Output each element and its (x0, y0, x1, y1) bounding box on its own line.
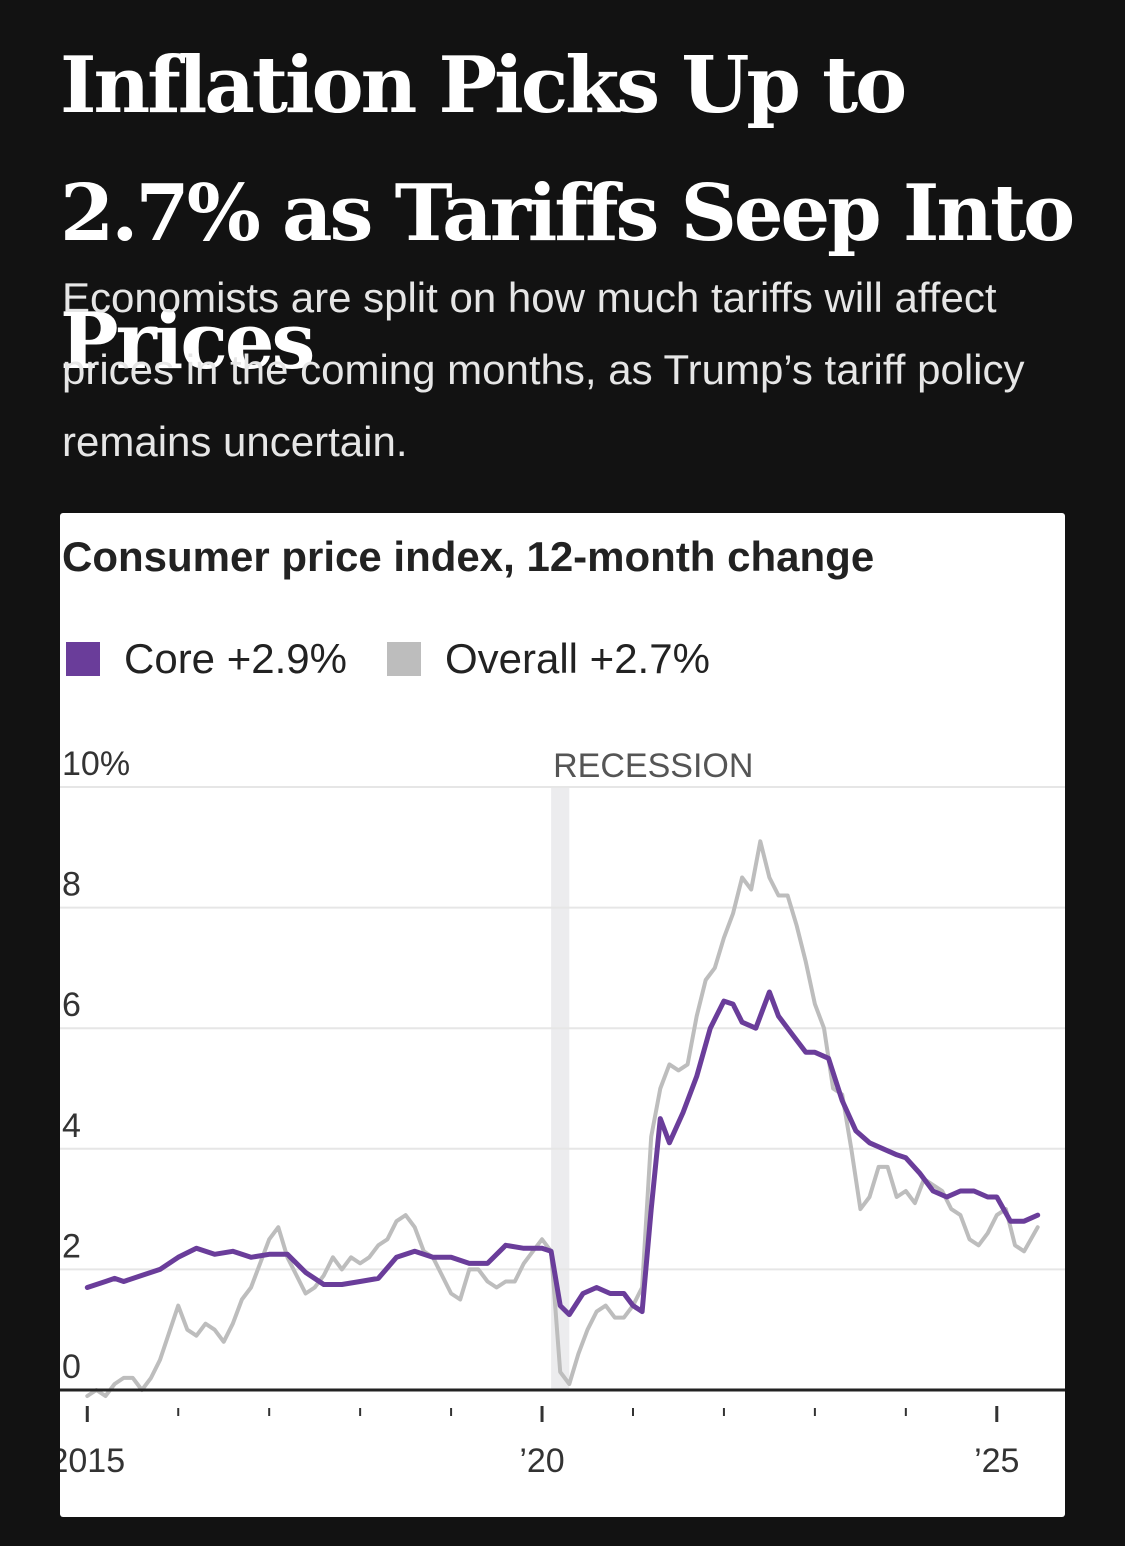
x-axis-layer: 2015 ’20 ’25 (60, 1388, 1065, 1480)
series-line-overall (85, 839, 1040, 1398)
series-line-core (84, 989, 1041, 1318)
x-tick-label: ’20 (519, 1442, 564, 1480)
chart-card: RECESSION 0 2 4 6 8 10% 2015 ’20 ’25 Consumer p… (60, 513, 1065, 1517)
dek: Economists are split on how much tariffs… (62, 274, 1025, 465)
x-tick-label: ’25 (974, 1442, 1019, 1480)
y-tick-label: 0 (62, 1348, 81, 1386)
y-tick-label: 2 (62, 1227, 81, 1265)
legend-swatch-overall (386, 642, 421, 676)
y-tick-label: 6 (62, 986, 81, 1024)
cpi-line-chart: RECESSION 0 2 4 6 8 10% 2015 ’20 ’25 (60, 745, 1065, 1480)
y-tick-label: 4 (62, 1107, 81, 1145)
x-tick-label: 2015 (60, 1442, 125, 1480)
legend-label-overall: Overall +2.7% (444, 635, 710, 682)
gridline-layer (60, 786, 1065, 1271)
chart-title: Consumer price index, 12-month change (62, 533, 875, 580)
y-tick-label: 10% (62, 745, 130, 783)
recession-label: RECESSION (553, 747, 753, 785)
recession-band (551, 787, 570, 1390)
y-tick-label: 8 (62, 866, 81, 904)
legend-item-overall: Overall +2.7% (386, 635, 710, 683)
headline: Inflation Picks Up to 2.7% as Tariffs Se… (60, 40, 1075, 387)
legend-swatch-core (66, 642, 100, 676)
shaded-region-layer: RECESSION (551, 747, 753, 1390)
legend-label-core: Core +2.9% (124, 635, 347, 682)
chart-legend: Core +2.9% Overall +2.7% (66, 631, 750, 687)
legend-item-core: Core +2.9% (66, 635, 347, 683)
series-layer (84, 839, 1041, 1398)
y-tick-label-layer: 0 2 4 6 8 10% (62, 745, 130, 1386)
